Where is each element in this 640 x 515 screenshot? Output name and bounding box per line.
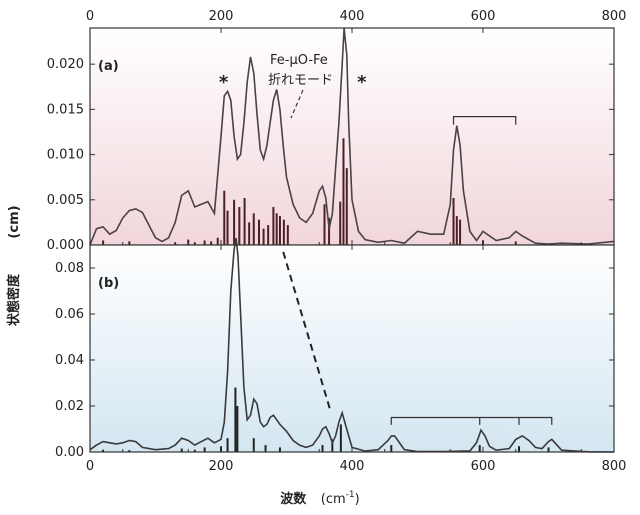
panel-b-x-tick-label: 600 (471, 459, 496, 474)
x-axis-unit-exponent: -1 (346, 490, 355, 500)
panel-a: 0.000 0.005 0.010 0.015 0.020 0 200 400 600 800 (… (47, 9, 627, 253)
panel-a-dos-curve (89, 27, 615, 246)
panel-a-y-tick-label: 0.005 (47, 193, 84, 208)
panel-b-y-tick-label: 0.00 (55, 445, 84, 460)
panel-a-bracket (452, 116, 517, 125)
panel-b: 0.00 0.02 0.04 0.06 0.08 0 200 400 600 800 (b) (55, 237, 626, 474)
panel-a-y-tick-label: 0.020 (47, 57, 84, 72)
panel-b-x-tick-label: 400 (340, 459, 365, 474)
panel-b-label: (b) (98, 276, 119, 291)
panel-b-x-tick-label: 0 (86, 459, 94, 474)
star-marker-1: * (219, 72, 229, 93)
y-axis-label-group: 状態密度 (cm) (6, 205, 22, 326)
panel-b-y-tick-label: 0.06 (55, 307, 84, 322)
panel-b-y-tick-label: 0.08 (55, 261, 84, 276)
star-marker-2: * (357, 72, 367, 93)
panel-a-x-tick-label: 0 (86, 9, 94, 24)
panel-a-x-tick-label: 400 (340, 9, 365, 24)
panel-a-sticks (102, 138, 517, 245)
y-axis-label: 状態密度 (6, 273, 22, 326)
panel-a-y-tick-label: 0.010 (47, 148, 84, 163)
panel-a-background (90, 28, 614, 245)
panel-b-dos-curve (89, 237, 615, 453)
panel-a-y-tick-label: 0.015 (47, 102, 84, 117)
panel-b-y-tick-label: 0.02 (55, 399, 84, 414)
panel-b-y-tick-label: 0.04 (55, 353, 84, 368)
panel-a-ticks: 0.000 0.005 0.010 0.015 0.020 0 200 400 600 800 (47, 9, 627, 253)
panel-a-y-tick-label: 0.000 (47, 238, 84, 253)
panel-b-frame (89, 244, 615, 453)
correlation-dashed-line (282, 251, 332, 414)
panel-a-label: (a) (98, 59, 119, 74)
x-axis-label-text: 波数 (280, 491, 307, 507)
bending-mode-label: 折れモード (268, 73, 333, 88)
annotation-pointer (290, 89, 304, 119)
panel-a-x-tick-label: 800 (602, 9, 627, 24)
panel-a-x-tick-label: 200 (209, 9, 234, 24)
fe-mu-o-fe-label: Fe-μO-Fe (270, 53, 328, 68)
panel-b-sticks (102, 387, 550, 452)
panel-b-x-tick-label: 800 (602, 459, 627, 474)
panel-b-background (90, 245, 614, 452)
panel-b-bracket (390, 416, 553, 425)
panel-b-x-tick-label: 200 (209, 459, 234, 474)
x-axis-unit: (cm (321, 492, 346, 507)
x-axis-label: 波数 (cm-1) (280, 490, 360, 507)
x-axis-unit-close: ) (355, 492, 360, 507)
panel-b-ticks: 0.00 0.02 0.04 0.06 0.08 0 200 400 600 800 (55, 245, 626, 474)
panel-a-x-tick-label: 600 (471, 9, 496, 24)
y-axis-unit: (cm) (7, 205, 22, 238)
